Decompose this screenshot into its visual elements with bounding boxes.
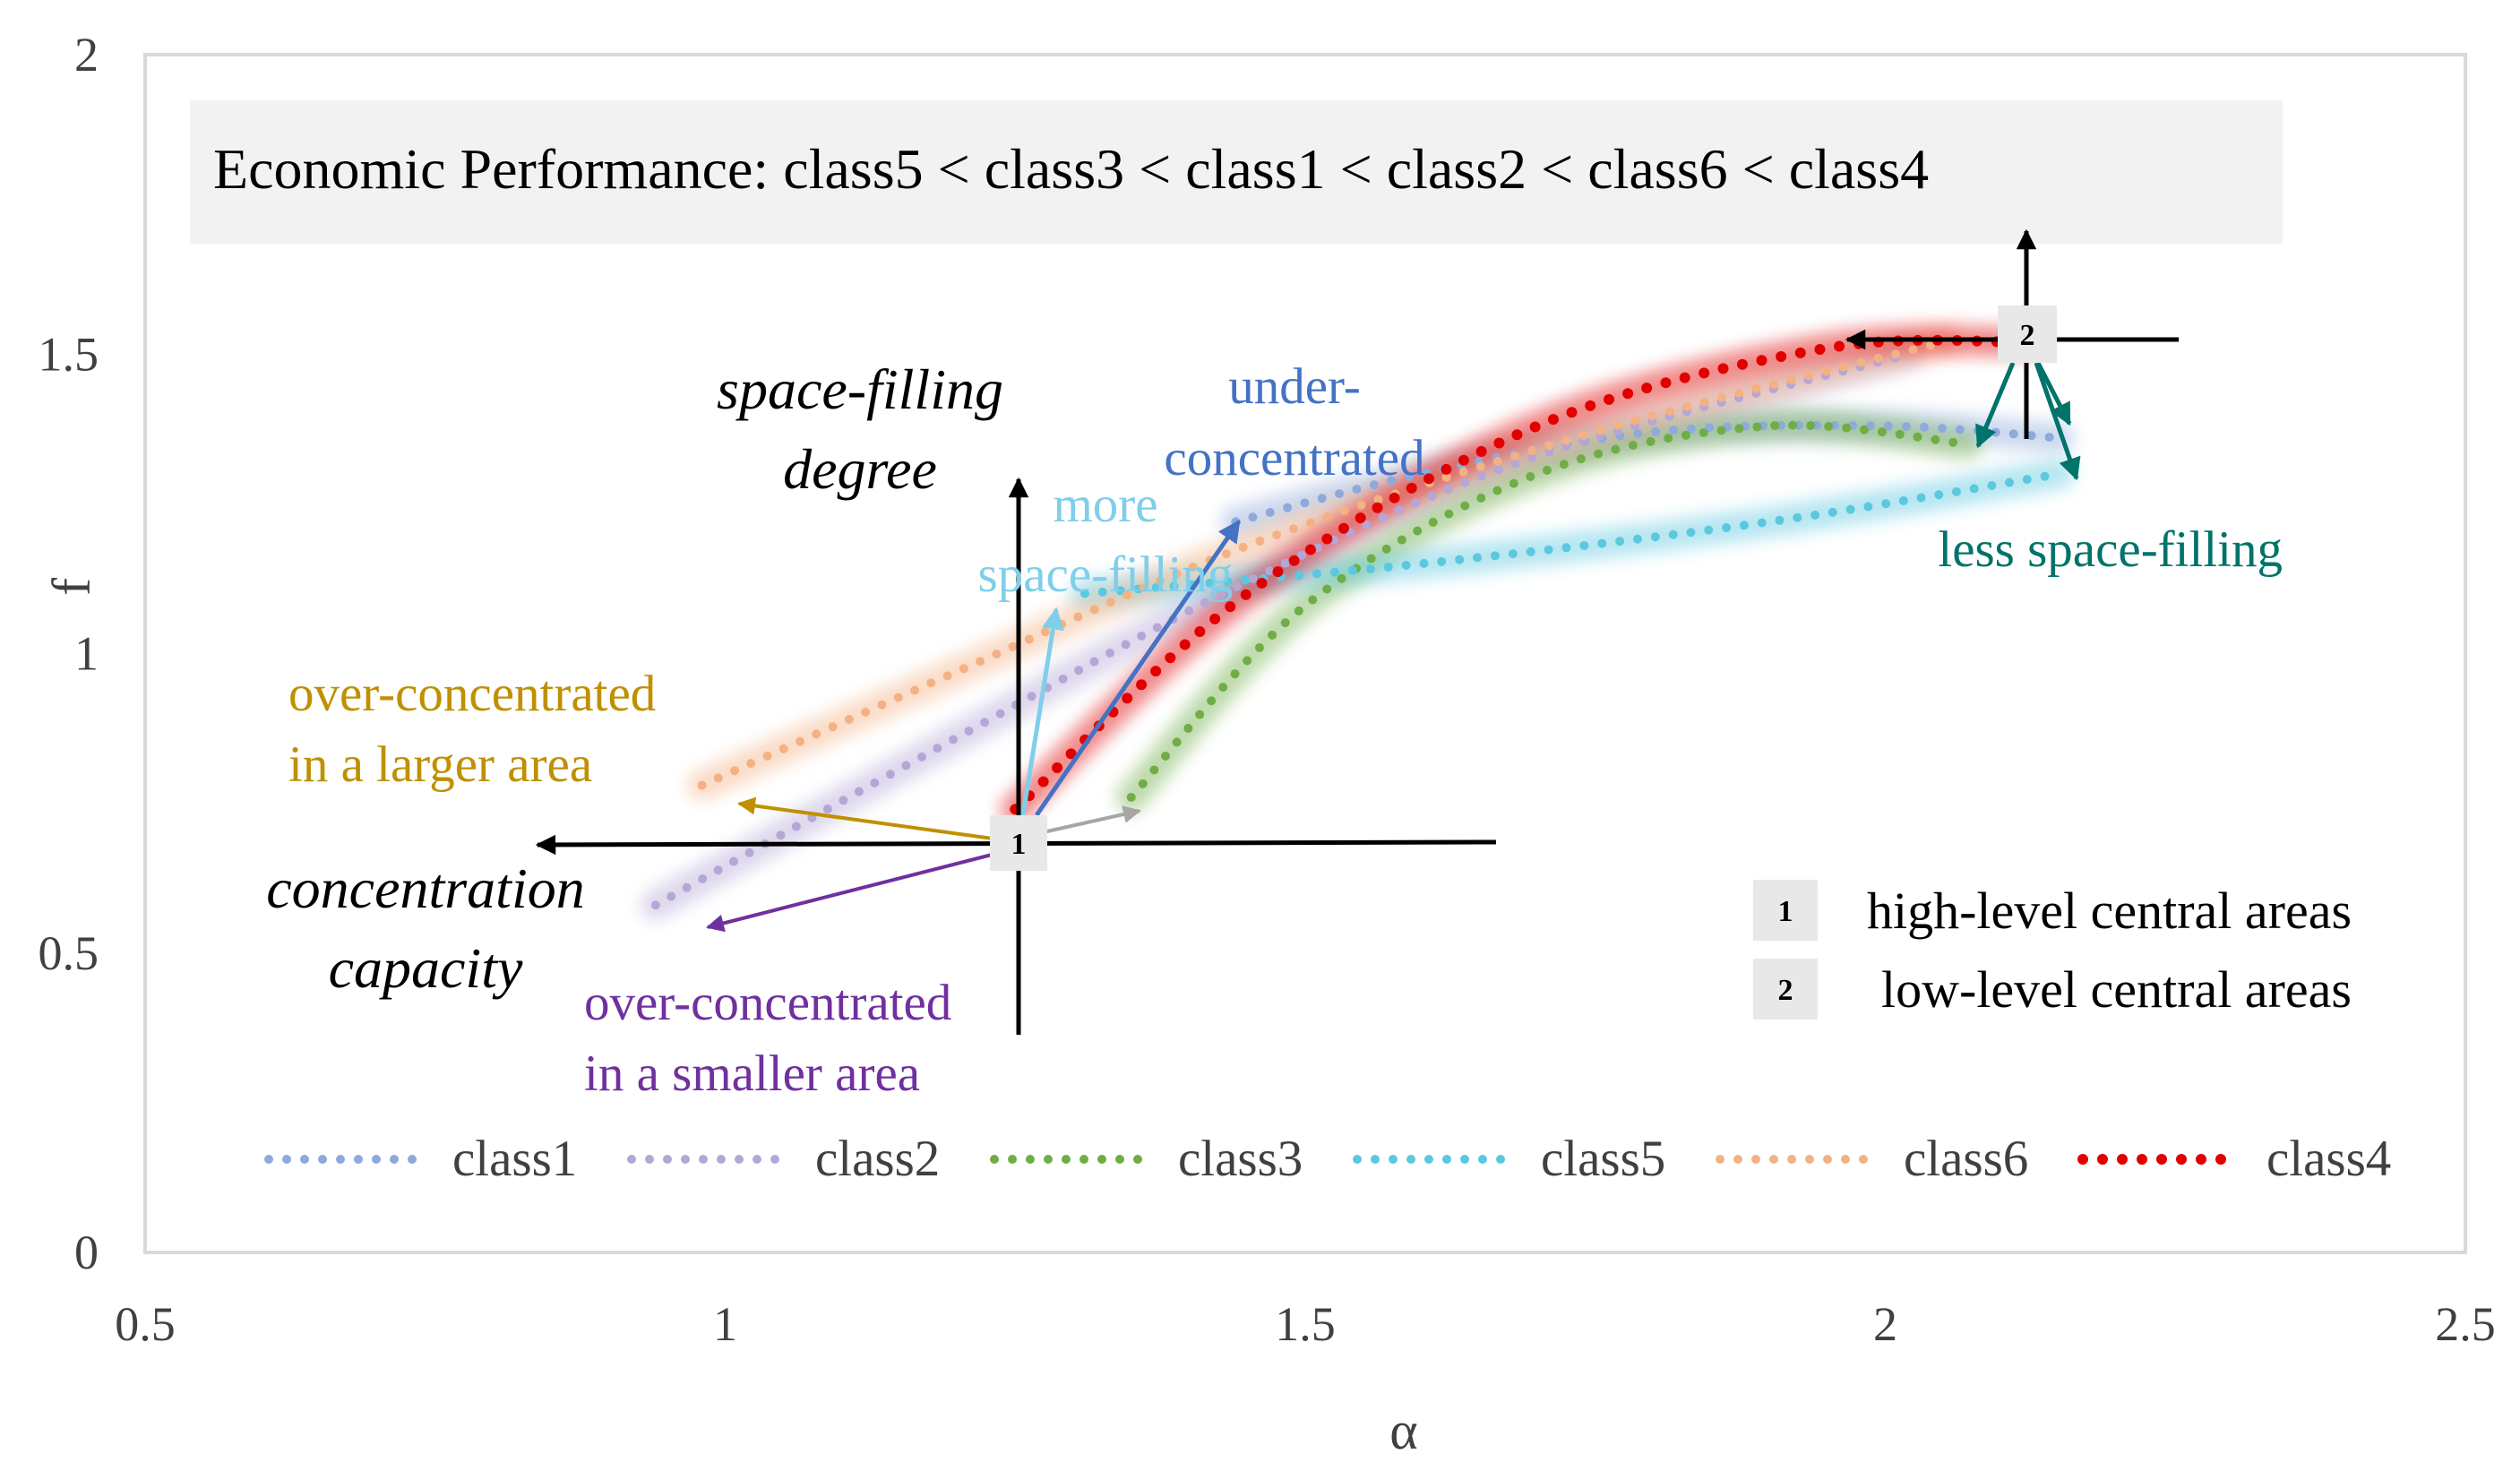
- over-concentrated-larger-arrow: [737, 796, 1000, 841]
- series-line-class4: [1010, 334, 2030, 815]
- legend-label-class3: class3: [1178, 1131, 1303, 1187]
- concentration-label-2: capacity: [329, 936, 523, 1000]
- series-line-class6: [697, 337, 1948, 790]
- marker-2: 2: [1998, 305, 2057, 363]
- under-concentrated-label-1: under-: [1228, 358, 1361, 415]
- marker-1: 1: [990, 815, 1047, 871]
- x-tick-label: 2: [1873, 1297, 1897, 1351]
- y-tick-label: 0: [74, 1226, 99, 1279]
- more-space-filling-arrow: [1019, 607, 1064, 821]
- under-concentrated-label-2: concentrated: [1164, 430, 1424, 486]
- y-tick-label: 2: [74, 28, 99, 82]
- legend-label-class2: class2: [815, 1131, 940, 1187]
- series-line-class5: [1079, 469, 2064, 598]
- y-tick-labels: 0 0.5 1 1.5 2: [39, 28, 99, 1279]
- legend-label-class4: class4: [2266, 1131, 2391, 1187]
- less-space-filling-arrow-b: [2035, 361, 2072, 426]
- over-concentrated-smaller-arrow: [706, 851, 1000, 933]
- x-tick-label: 1.5: [1275, 1297, 1336, 1351]
- legend: class1 class2 class3 class5 class6 class4: [264, 1131, 2391, 1187]
- x-axis-title: α: [1389, 1401, 1417, 1460]
- series-line-class3: [1126, 420, 1972, 802]
- less-space-filling-arrow-c: [2034, 362, 2081, 481]
- svg-text:2: 2: [1778, 974, 1793, 1007]
- y-tick-label: 0.5: [39, 926, 99, 980]
- key-low-level: 2 low-level central areas: [1753, 959, 2352, 1020]
- space-filling-label-2: degree: [783, 437, 937, 501]
- svg-text:1: 1: [1778, 895, 1793, 928]
- legend-label-class5: class5: [1541, 1131, 1665, 1187]
- svg-text:low-level central areas: low-level central areas: [1881, 960, 2352, 1019]
- legend-label-class1: class1: [452, 1131, 577, 1187]
- y-tick-label: 1: [74, 627, 99, 681]
- svg-text:high-level central areas: high-level central areas: [1867, 882, 2352, 940]
- less-space-filling-label: less space-filling: [1938, 521, 2283, 578]
- banner-text: Economic Performance: class5 < class3 < …: [213, 137, 1929, 201]
- x-tick-label: 1: [713, 1297, 737, 1351]
- less-space-filling-arrow-a: [1975, 362, 2016, 449]
- space-filling-label-1: space-filling: [717, 357, 1003, 421]
- svg-text:1: 1: [1011, 828, 1027, 861]
- over-concentrated-larger-label-2: in a larger area: [288, 736, 592, 793]
- gray-arrow: [1038, 805, 1141, 835]
- y-tick-label: 1.5: [39, 327, 99, 381]
- over-concentrated-smaller-label-1: over-concentrated: [584, 975, 951, 1031]
- more-space-filling-label-1: more: [1053, 477, 1157, 533]
- concentration-label-1: concentration: [266, 856, 584, 920]
- x-tick-labels: 0.5 1 1.5 2 2.5: [115, 1297, 2496, 1351]
- series-line-class1: [1231, 420, 2064, 527]
- more-space-filling-label-2: space-filling: [978, 546, 1234, 603]
- plot-frame: [143, 53, 2467, 1254]
- over-concentrated-larger-label-1: over-concentrated: [288, 666, 656, 722]
- banner-box: [190, 100, 2283, 244]
- key-high-level: 1 high-level central areas: [1753, 880, 2352, 941]
- legend-label-class6: class6: [1904, 1131, 2028, 1187]
- y-axis-title: f: [42, 578, 101, 596]
- series-layer: [640, 324, 2075, 921]
- under-concentrated-arrow: [1034, 519, 1242, 817]
- svg-text:2: 2: [2020, 319, 2035, 352]
- x-tick-label: 0.5: [115, 1297, 176, 1351]
- over-concentrated-smaller-label-2: in a smaller area: [584, 1045, 920, 1102]
- x-tick-label: 2.5: [2435, 1297, 2496, 1351]
